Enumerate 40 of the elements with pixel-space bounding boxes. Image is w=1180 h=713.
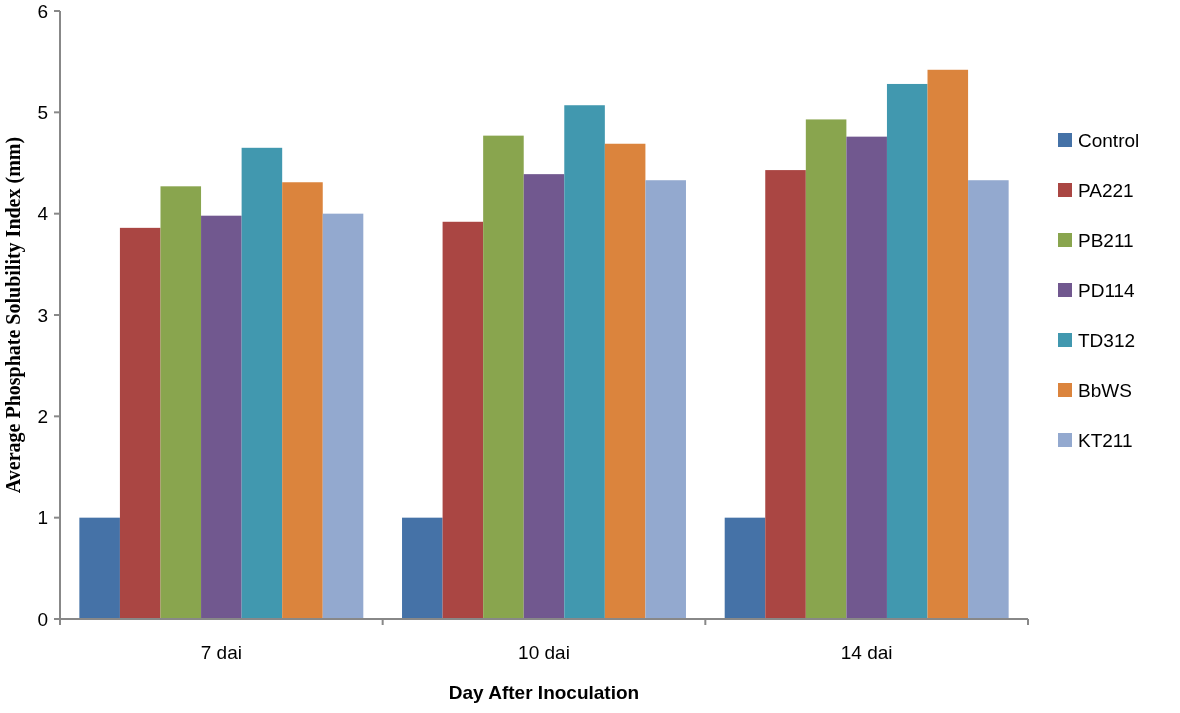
bar <box>564 105 605 619</box>
bar <box>282 182 323 619</box>
bar <box>968 180 1009 619</box>
bar <box>119 227 161 619</box>
bar <box>79 517 120 619</box>
bar <box>322 213 364 619</box>
bar <box>886 83 928 619</box>
bar <box>241 147 283 619</box>
bar <box>402 517 443 619</box>
bar <box>523 174 565 619</box>
x-axis-title: Day After Inoculation <box>448 682 640 703</box>
bar <box>805 119 847 619</box>
legend-label: PB211 <box>1078 229 1134 251</box>
bar <box>442 221 484 619</box>
y-tick-label: 2 <box>37 405 48 427</box>
legend-label: Control <box>1078 129 1140 151</box>
y-tick-label: 3 <box>37 304 48 326</box>
bar <box>724 517 766 619</box>
y-tick-label: 6 <box>37 0 48 22</box>
y-axis-title: Average Phosphate Solubility Index (mm) <box>2 136 25 494</box>
y-tick-label: 0 <box>37 608 48 630</box>
bar <box>846 136 887 619</box>
y-tick-label: 4 <box>37 203 49 225</box>
legend-label: PD114 <box>1078 279 1136 301</box>
bar <box>201 215 242 619</box>
y-tick-label: 1 <box>37 507 48 529</box>
x-tick-label: 10 dai <box>518 642 570 663</box>
legend-label: KT211 <box>1078 429 1133 451</box>
legend-label: TD312 <box>1078 329 1136 351</box>
bar <box>160 186 202 619</box>
bar <box>927 69 969 619</box>
bar <box>645 180 686 619</box>
x-tick-label: 7 dai <box>200 642 242 663</box>
bar <box>483 135 524 619</box>
bar <box>765 170 806 619</box>
x-tick-label: 14 dai <box>840 642 893 663</box>
legend-label: BbWS <box>1078 379 1132 401</box>
legend-label: PA221 <box>1078 179 1134 201</box>
bar <box>604 143 646 619</box>
y-tick-label: 5 <box>37 101 48 123</box>
